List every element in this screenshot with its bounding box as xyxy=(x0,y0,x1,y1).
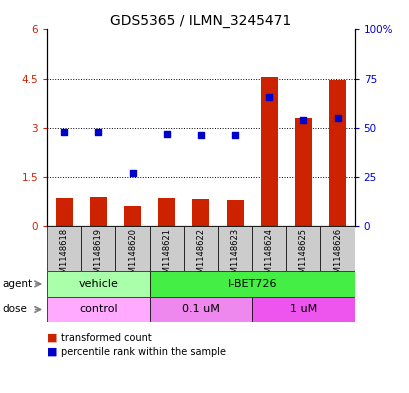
Text: vehicle: vehicle xyxy=(78,279,118,289)
Bar xyxy=(294,118,311,226)
Bar xyxy=(285,226,320,271)
Bar xyxy=(124,206,141,226)
Point xyxy=(61,129,67,135)
Text: control: control xyxy=(79,305,117,314)
Text: GSM1148624: GSM1148624 xyxy=(264,228,273,284)
Point xyxy=(163,130,170,137)
Bar xyxy=(158,198,175,226)
Bar xyxy=(56,198,72,226)
Bar xyxy=(252,226,285,271)
Text: GDS5365 / ILMN_3245471: GDS5365 / ILMN_3245471 xyxy=(110,14,291,28)
Point xyxy=(333,115,340,121)
Text: I-BET726: I-BET726 xyxy=(227,279,276,289)
Text: 0.1 uM: 0.1 uM xyxy=(182,305,219,314)
Point xyxy=(95,129,101,135)
Text: ■: ■ xyxy=(47,347,58,357)
Bar xyxy=(192,199,209,226)
Text: percentile rank within the sample: percentile rank within the sample xyxy=(61,347,225,357)
Text: GSM1148623: GSM1148623 xyxy=(230,228,239,285)
Bar xyxy=(260,77,277,226)
Text: GSM1148618: GSM1148618 xyxy=(60,228,69,285)
Bar xyxy=(47,226,81,271)
Bar xyxy=(149,226,183,271)
Bar xyxy=(47,271,149,297)
Point xyxy=(299,116,306,123)
Bar xyxy=(90,196,107,226)
Bar xyxy=(226,200,243,226)
Point xyxy=(231,132,238,138)
Bar xyxy=(149,297,252,322)
Text: dose: dose xyxy=(2,305,27,314)
Point xyxy=(265,94,272,100)
Text: GSM1148619: GSM1148619 xyxy=(94,228,103,284)
Point xyxy=(129,170,135,176)
Text: GSM1148625: GSM1148625 xyxy=(298,228,307,284)
Bar xyxy=(47,297,149,322)
Text: GSM1148621: GSM1148621 xyxy=(162,228,171,284)
Text: GSM1148622: GSM1148622 xyxy=(196,228,205,284)
Text: 1 uM: 1 uM xyxy=(289,305,316,314)
Bar xyxy=(328,80,345,226)
Bar xyxy=(81,226,115,271)
Bar xyxy=(218,226,252,271)
Text: agent: agent xyxy=(2,279,32,289)
Bar xyxy=(252,297,354,322)
Bar xyxy=(149,271,354,297)
Bar xyxy=(320,226,354,271)
Bar xyxy=(115,226,149,271)
Point xyxy=(197,132,204,138)
Text: transformed count: transformed count xyxy=(61,333,151,343)
Text: GSM1148626: GSM1148626 xyxy=(332,228,341,285)
Text: GSM1148620: GSM1148620 xyxy=(128,228,137,284)
Bar xyxy=(183,226,218,271)
Text: ■: ■ xyxy=(47,333,58,343)
